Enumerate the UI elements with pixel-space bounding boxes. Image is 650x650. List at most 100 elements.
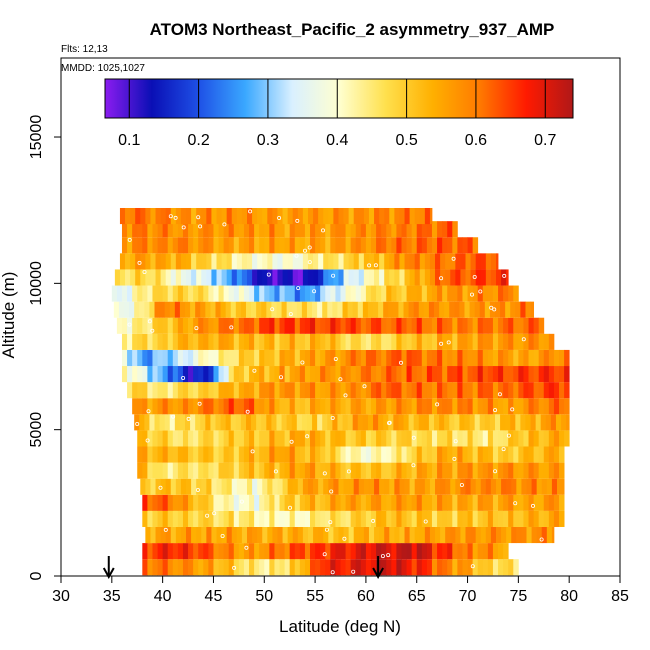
heatmap-cell — [394, 526, 400, 544]
heatmap-cell — [335, 221, 341, 238]
heatmap-cell — [472, 285, 479, 302]
heatmap-cell — [193, 333, 199, 350]
heatmap-cell — [414, 269, 421, 286]
heatmap-cell — [492, 510, 499, 527]
heatmap-cell — [506, 526, 512, 544]
heatmap-cell — [208, 430, 214, 447]
heatmap-cell — [142, 559, 148, 576]
observation-point — [147, 319, 152, 324]
heatmap-cell — [431, 349, 438, 367]
heatmap-cell — [379, 478, 385, 495]
heatmap-cell — [480, 526, 487, 544]
heatmap-cell — [447, 349, 453, 367]
heatmap-cell — [147, 317, 153, 334]
heatmap-cell — [353, 253, 360, 270]
heatmap-cell — [177, 317, 184, 334]
heatmap-cell — [299, 349, 306, 367]
heatmap-cell — [306, 414, 313, 431]
heatmap-cell — [121, 237, 128, 254]
heatmap-cell — [121, 285, 128, 302]
heatmap-cell — [245, 301, 252, 318]
dates-label: MMDD: 1025,1027 — [61, 63, 145, 74]
heatmap-cell — [291, 414, 298, 431]
heatmap-cell — [518, 446, 524, 463]
heatmap-cell — [548, 382, 555, 399]
heatmap-cell — [411, 510, 418, 527]
heatmap-cell — [506, 269, 509, 286]
heatmap-cell — [335, 333, 341, 350]
heatmap-cell — [367, 301, 374, 318]
heatmap-cell — [496, 269, 502, 286]
heatmap-cell — [135, 207, 141, 225]
heatmap-cell — [267, 207, 273, 225]
heatmap-cell — [360, 559, 367, 576]
heatmap-cell — [196, 526, 202, 544]
heatmap-cell — [386, 349, 392, 367]
heatmap-cell — [365, 317, 372, 334]
observation-point — [470, 564, 475, 569]
heatmap-cell — [543, 382, 550, 399]
heatmap-cell — [520, 414, 526, 431]
heatmap-cell — [414, 253, 421, 270]
heatmap-cell — [353, 269, 360, 286]
heatmap-cell — [203, 430, 209, 447]
heatmap-cell — [406, 494, 413, 511]
heatmap-cell — [437, 349, 443, 367]
heatmap-cell — [264, 333, 270, 350]
heatmap-cell — [416, 333, 423, 350]
heatmap-cell — [160, 478, 167, 495]
heatmap-cell — [523, 366, 529, 383]
heatmap-cell — [162, 317, 169, 334]
heatmap-cell — [272, 269, 278, 286]
heatmap-cell — [177, 430, 184, 447]
heatmap-cell — [208, 398, 214, 415]
heatmap-cell — [216, 207, 222, 225]
heatmap-cell — [445, 478, 451, 495]
heatmap-cell — [353, 207, 360, 225]
heatmap-cell — [231, 526, 238, 544]
heatmap-cell — [386, 446, 392, 463]
heatmap-cell — [498, 285, 504, 302]
heatmap-cell — [350, 543, 357, 560]
heatmap-cell — [221, 207, 228, 225]
heatmap-cell — [431, 317, 438, 334]
heatmap-cell — [452, 285, 458, 302]
heatmap-cell — [416, 317, 423, 334]
heatmap-cell — [365, 462, 372, 479]
heatmap-cell — [315, 285, 321, 302]
heatmap-cell — [302, 478, 309, 495]
heatmap-cell — [147, 382, 153, 399]
heatmap-cell — [482, 462, 489, 479]
heatmap-cell — [487, 398, 494, 415]
heatmap-cell — [447, 398, 453, 415]
heatmap-cell — [482, 543, 489, 560]
heatmap-cell — [533, 510, 540, 527]
heatmap-cell — [175, 207, 182, 225]
heatmap-cell — [162, 462, 169, 479]
heatmap-cell — [459, 414, 465, 431]
heatmap-cell — [225, 414, 232, 431]
heatmap-cell — [423, 301, 430, 318]
heatmap-cell — [289, 382, 296, 399]
heatmap-cell — [475, 526, 482, 544]
heatmap-cell — [299, 285, 306, 302]
heatmap-cell — [299, 382, 306, 399]
heatmap-cell — [279, 559, 285, 576]
observation-point — [380, 554, 385, 559]
heatmap-cell — [391, 510, 397, 527]
heatmap-cell — [147, 221, 153, 238]
heatmap-cell — [231, 253, 238, 270]
heatmap-cell — [548, 462, 555, 479]
heatmap-cell — [257, 478, 263, 495]
heatmap-cell — [454, 414, 460, 431]
heatmap-cell — [157, 285, 164, 302]
heatmap-cell — [289, 285, 296, 302]
heatmap-cell — [454, 301, 460, 318]
heatmap-cell — [548, 398, 555, 415]
heatmap-cell — [482, 366, 489, 383]
heatmap-cell — [284, 317, 291, 334]
heatmap-cell — [198, 349, 204, 367]
heatmap-cell — [457, 366, 463, 383]
heatmap-cell — [553, 446, 560, 463]
heatmap-cell — [533, 333, 540, 350]
